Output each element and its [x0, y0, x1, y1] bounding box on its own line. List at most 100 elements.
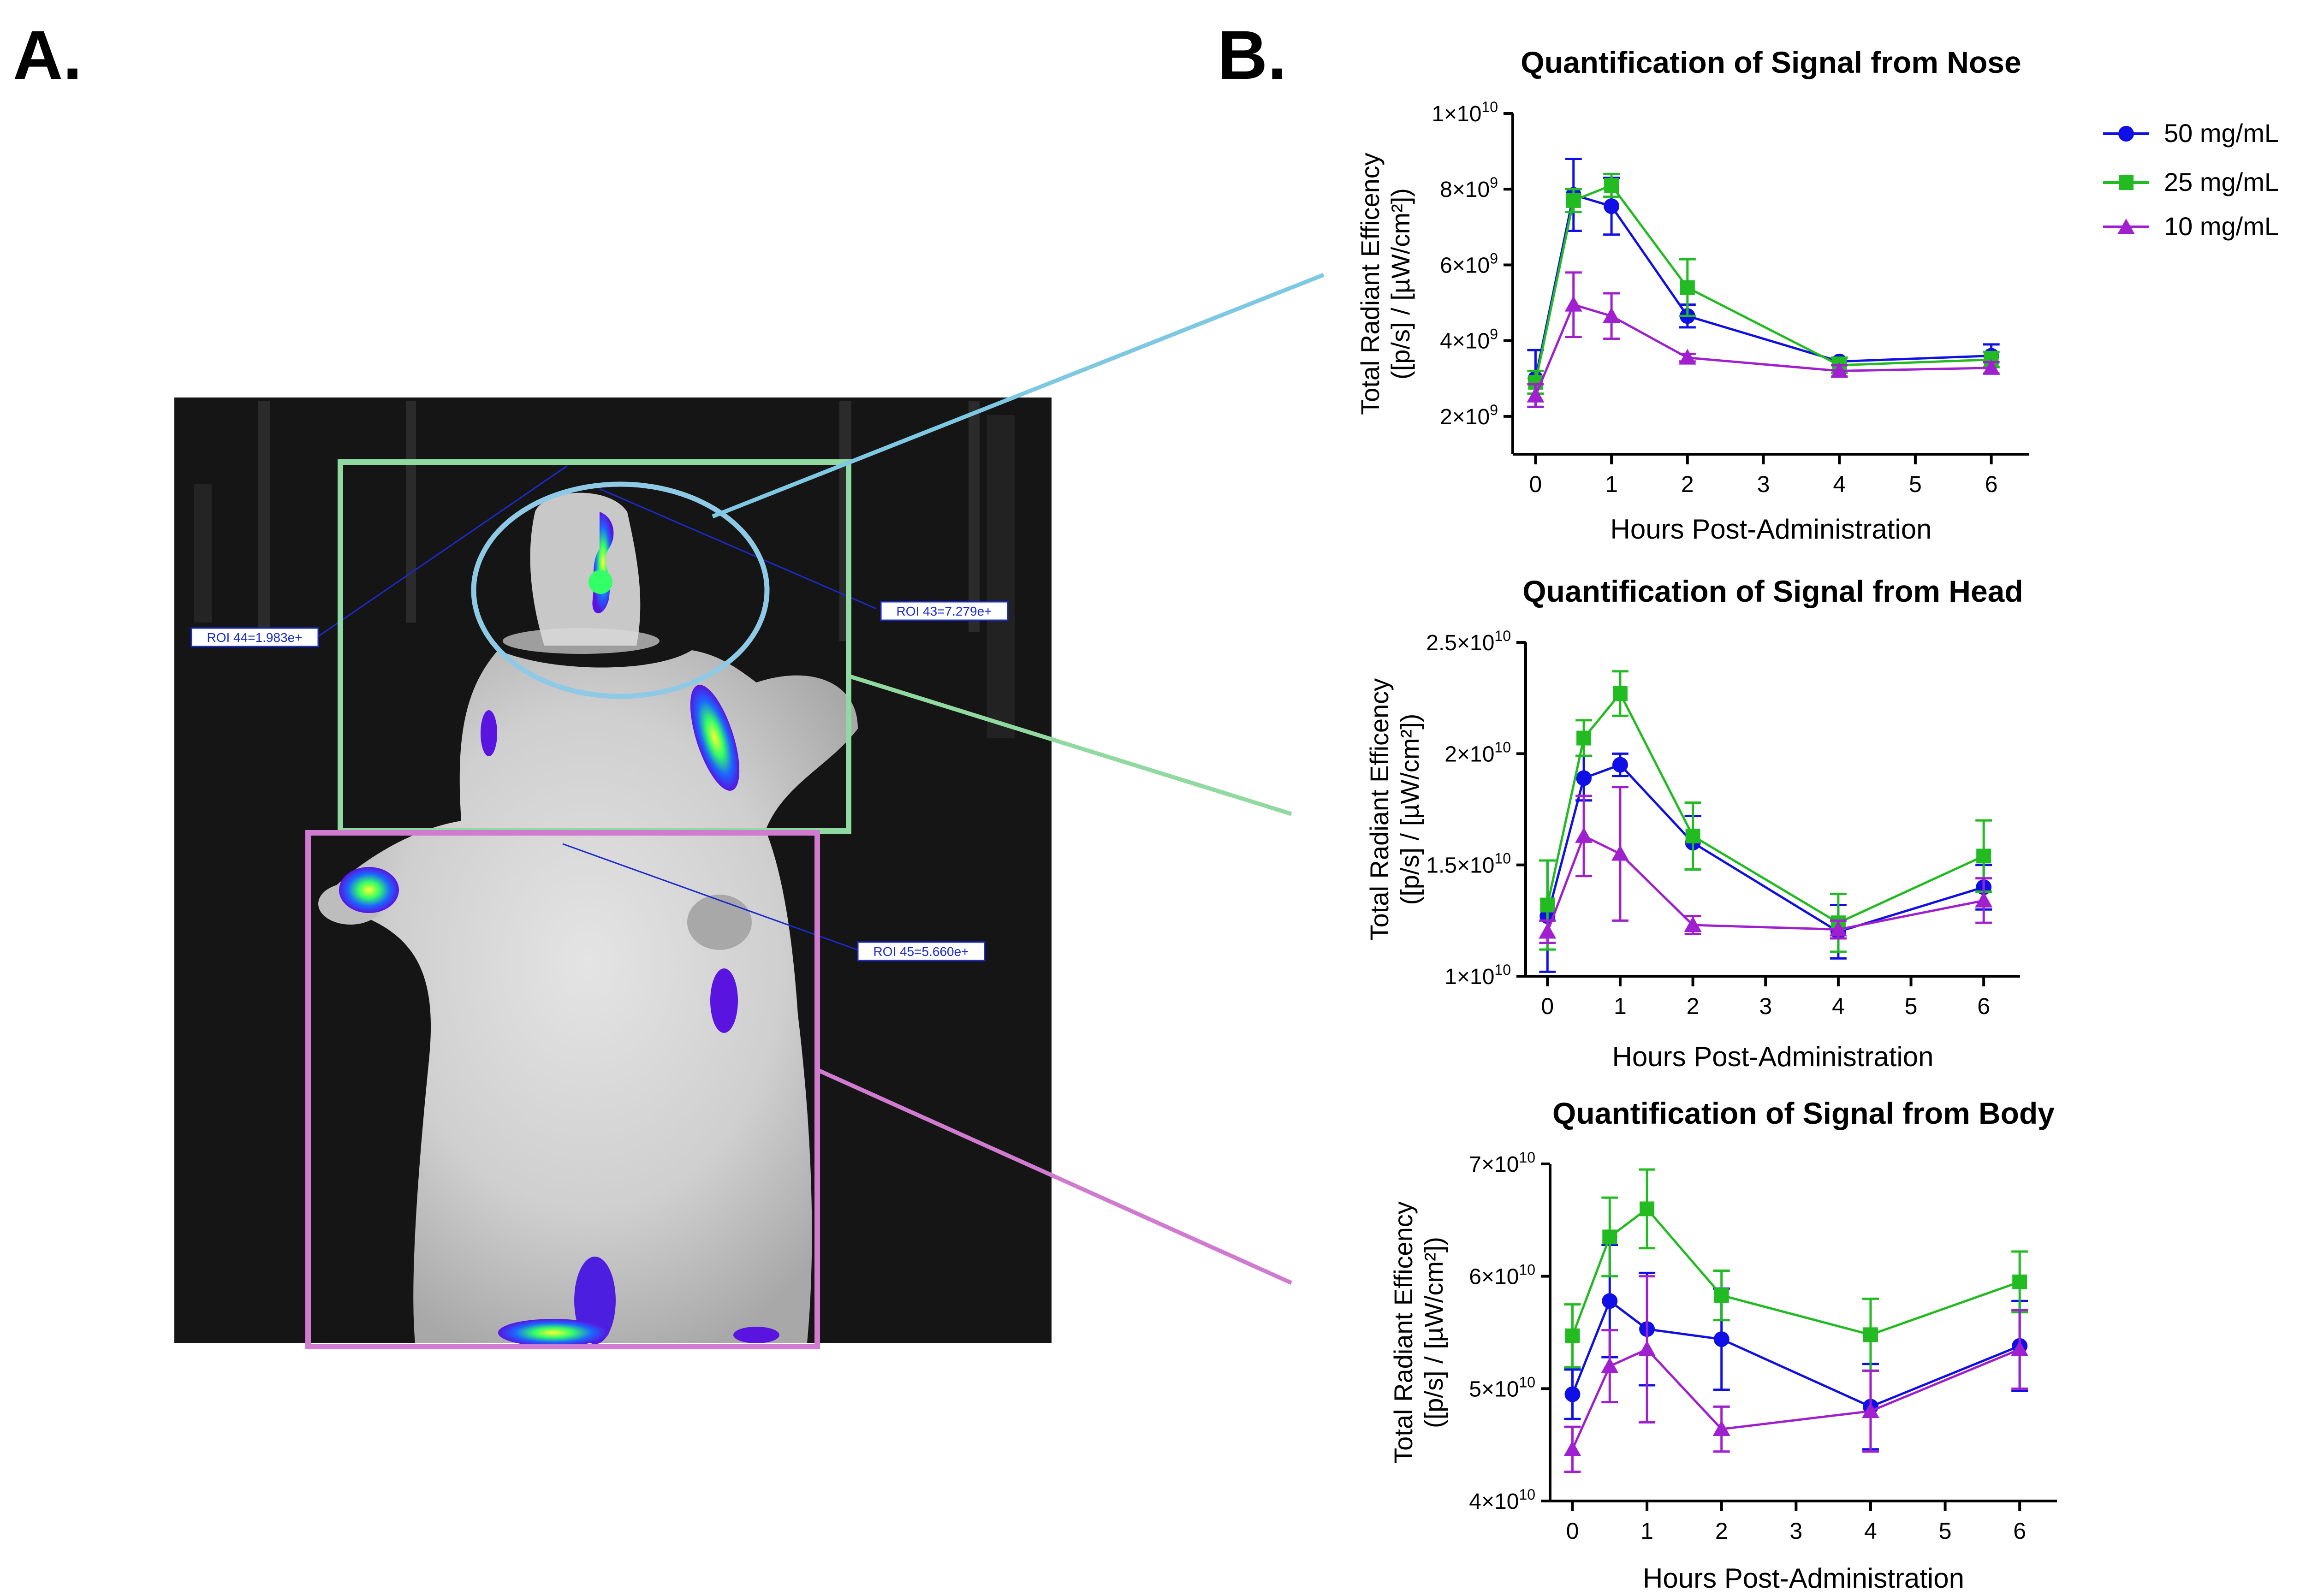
nose-link-line — [712, 273, 1325, 519]
data-point — [1714, 1288, 1729, 1303]
body-link-line — [816, 1068, 1292, 1285]
y-tick-base: 7×10 — [1469, 1152, 1519, 1177]
y-tick-exponent: 10 — [1519, 1149, 1535, 1166]
series-line — [1546, 691, 1985, 924]
y-tick-label: 4×1010 — [1469, 1486, 1535, 1514]
x-tick-label: 5 — [1939, 1518, 1952, 1544]
series-1 — [1527, 172, 2000, 395]
head-link-line — [848, 674, 1292, 816]
data-point — [1975, 891, 1993, 908]
y-tick-base: 2.5×10 — [1426, 631, 1494, 655]
x-tick-label: 3 — [1759, 993, 1772, 1019]
data-point — [1982, 359, 2000, 375]
data-point — [1575, 827, 1593, 843]
y-tick-exponent: 10 — [1519, 1486, 1535, 1503]
data-point — [1713, 1331, 1730, 1347]
background-bars — [194, 401, 1015, 738]
series-line — [1546, 763, 1984, 933]
data-point — [1527, 386, 1545, 403]
legend: 50 mg/mL 25 mg/mL 10 mg/mL — [2103, 119, 2279, 241]
roi-label-43: ROI 43=7.279e+ — [880, 601, 1009, 621]
y-tick-base: 2×10 — [1444, 742, 1494, 766]
data-point — [1564, 296, 1582, 312]
y-axis-label: Total Radiant Efficency([p/s] / [µW/cm²]… — [1355, 153, 1415, 415]
x-tick-label: 6 — [1977, 993, 1990, 1019]
legend-marker-50 — [2118, 126, 2134, 142]
x-tick-label: 6 — [1985, 471, 1998, 497]
x-tick-label: 2 — [1681, 471, 1694, 497]
roi-44-text: ROI 44=1.983e+ — [207, 630, 302, 645]
roi-callout-lines — [318, 465, 877, 951]
data-point — [1638, 1341, 1656, 1357]
data-point — [1640, 1201, 1655, 1216]
y-tick-base: 2×10 — [1440, 405, 1490, 429]
nose-roi-ellipse — [471, 481, 770, 699]
data-point — [1829, 920, 1847, 937]
y-tick-exponent: 9 — [1490, 402, 1498, 418]
series-1 — [1539, 670, 1992, 953]
data-point — [2012, 1274, 2027, 1289]
y-tick-label: 6×1010 — [1469, 1262, 1535, 1289]
y-tick-label: 6×109 — [1440, 250, 1498, 278]
data-point — [1601, 1357, 1619, 1373]
y-tick-label: 4×109 — [1440, 326, 1498, 354]
body-roi-box — [305, 830, 820, 1349]
y-tick-exponent: 10 — [1494, 850, 1511, 867]
series-line — [1534, 303, 1991, 396]
x-tick-label: 5 — [1905, 993, 1918, 1019]
data-point — [1612, 757, 1628, 773]
data-point — [1576, 770, 1592, 786]
series-0 — [1539, 752, 1992, 973]
data-point — [1564, 1386, 1581, 1402]
data-point — [1685, 828, 1700, 843]
data-point — [1566, 193, 1581, 208]
series-line — [1534, 184, 1991, 383]
y-tick-label: 8×109 — [1440, 174, 1498, 202]
data-point — [1602, 1229, 1617, 1245]
y-axis-label-line: Total Radiant Efficency — [1389, 1201, 1418, 1464]
data-point — [1831, 362, 1848, 378]
x-tick-label: 4 — [1833, 471, 1846, 497]
data-point — [1680, 280, 1695, 295]
panel-b-label: B. — [1218, 16, 1287, 94]
y-tick-base: 8×10 — [1440, 178, 1490, 202]
data-point — [1863, 1327, 1878, 1342]
x-tick-label: 0 — [1566, 1518, 1579, 1544]
chart-title: Quantification of Signal from Nose — [1521, 45, 2021, 79]
y-tick-label: 1×1010 — [1444, 961, 1511, 989]
body-chart: Quantification of Signal from Body 4×1010… — [1389, 1096, 2057, 1594]
series-line — [1571, 1299, 2021, 1408]
chart-title: Quantification of Signal from Body — [1552, 1096, 2055, 1130]
data-point — [2011, 1341, 2029, 1357]
data-point — [1611, 845, 1629, 861]
legend-marker-25 — [2119, 175, 2134, 190]
y-tick-exponent: 10 — [1519, 1262, 1535, 1278]
series-line — [1571, 1348, 2021, 1450]
y-axis-label-line: Total Radiant Efficency — [1355, 153, 1385, 415]
y-tick-base: 6×10 — [1440, 253, 1490, 278]
y-axis-label-line: ([p/s] / [µW/cm²]) — [1419, 1237, 1448, 1428]
y-tick-exponent: 9 — [1490, 250, 1498, 267]
y-tick-base: 1×10 — [1432, 102, 1481, 126]
y-axis-label-line: ([p/s] / [µW/cm²]) — [1395, 714, 1424, 905]
data-point — [1539, 923, 1557, 939]
series-2 — [1539, 786, 1993, 944]
data-point — [1604, 198, 1620, 214]
series-2 — [1527, 271, 2000, 408]
y-tick-exponent: 10 — [1494, 739, 1511, 755]
series-2 — [1563, 1275, 2029, 1473]
x-tick-label: 1 — [1614, 993, 1627, 1019]
roi-43-text: ROI 43=7.279e+ — [896, 604, 992, 618]
y-tick-exponent: 10 — [1481, 99, 1498, 115]
mouse-body — [318, 492, 858, 1343]
x-axis-label: Hours Post-Administration — [1612, 1041, 1934, 1072]
y-axis-label-line: ([p/s] / [µW/cm²]) — [1386, 188, 1415, 380]
series-line — [1546, 834, 1984, 932]
x-tick-label: 0 — [1529, 471, 1542, 497]
data-point — [1684, 916, 1702, 932]
x-tick-label: 4 — [1832, 993, 1845, 1019]
data-point — [1563, 1440, 1581, 1456]
data-point — [1604, 178, 1619, 193]
x-tick-label: 6 — [2013, 1518, 2026, 1544]
